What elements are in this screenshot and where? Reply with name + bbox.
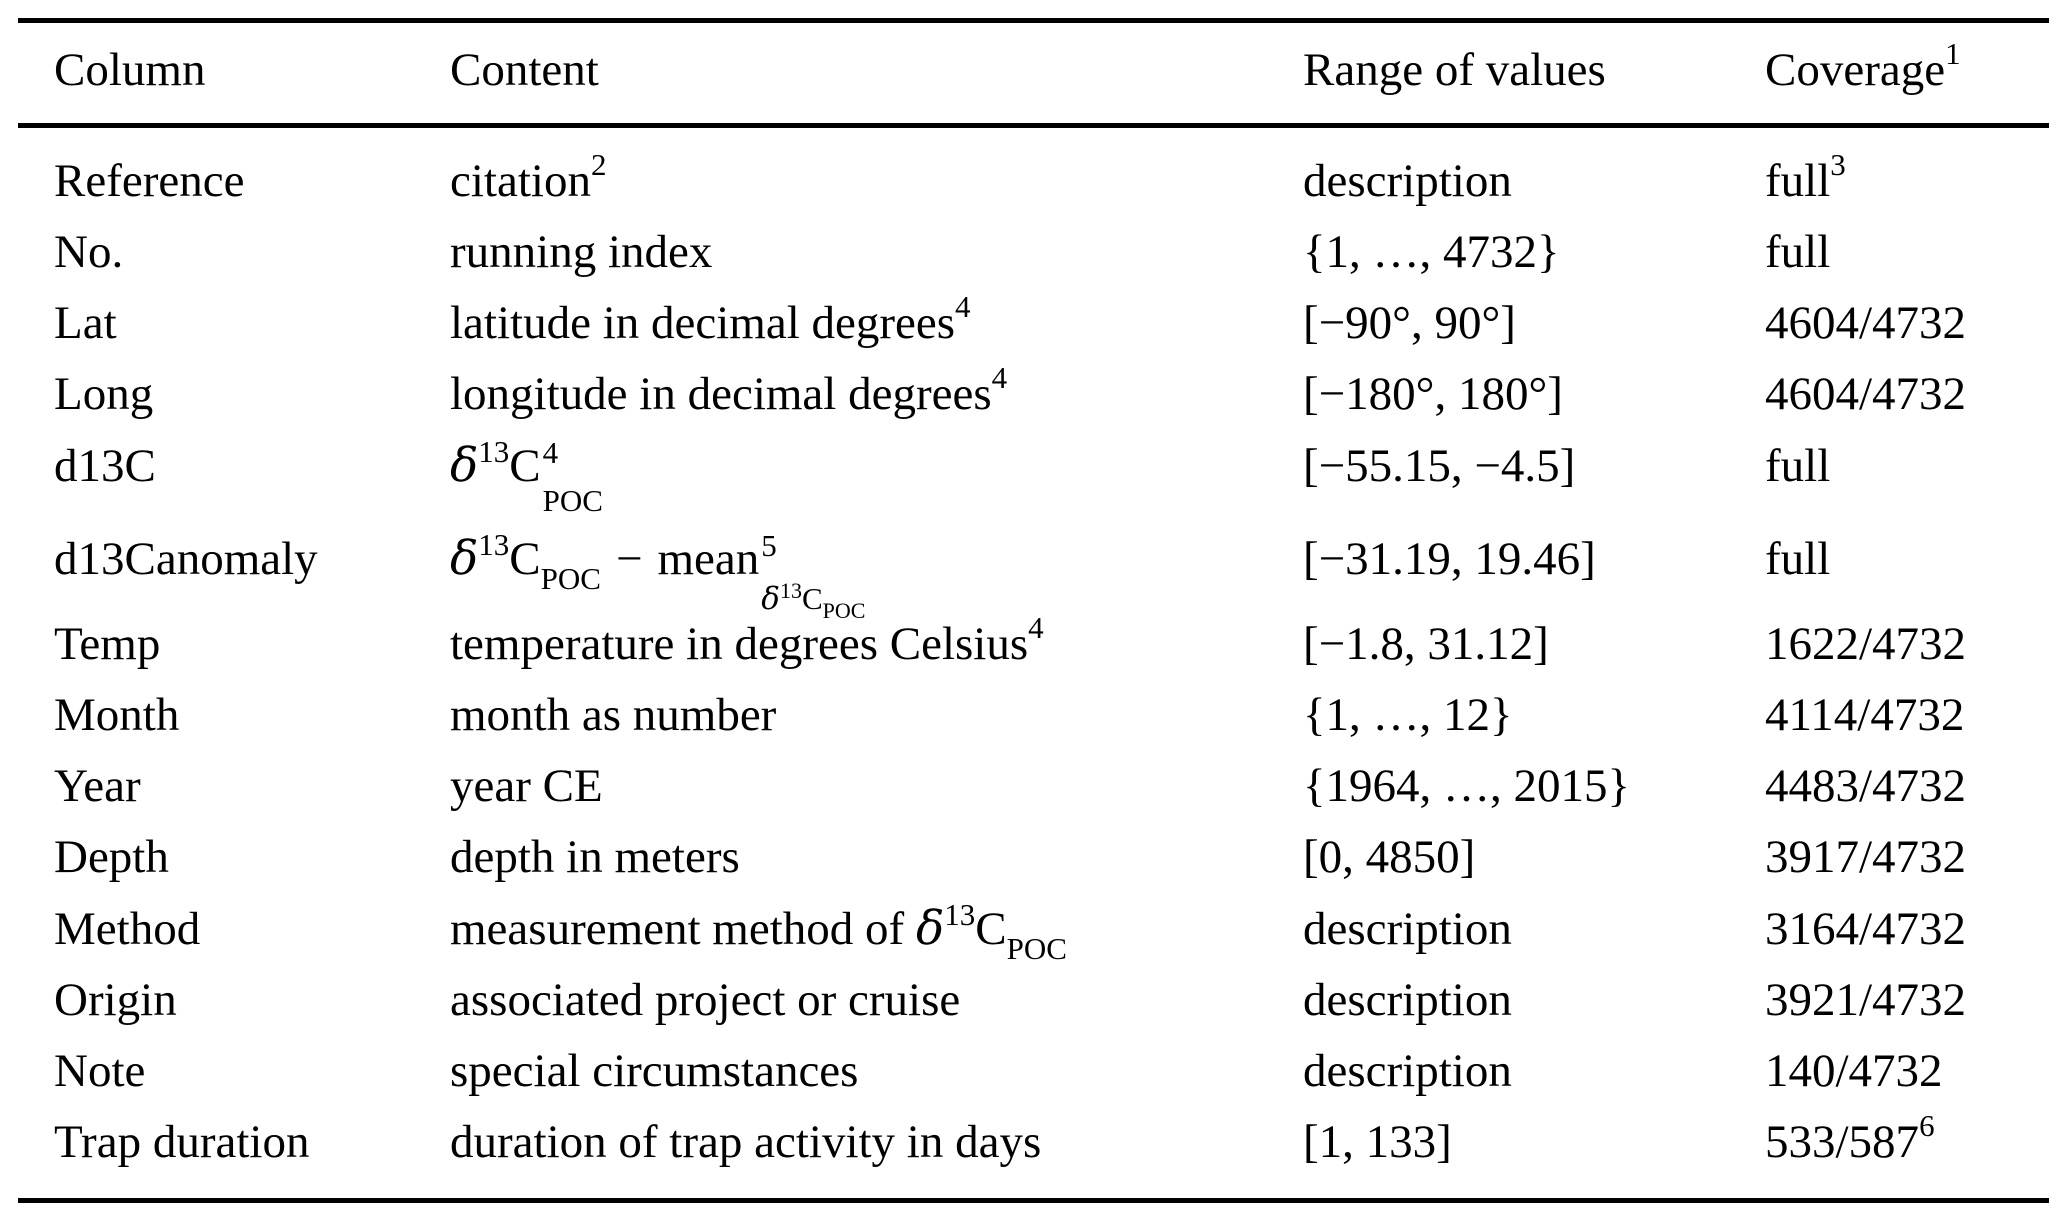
- cell-coverage: 4604/4732: [1765, 368, 1967, 420]
- cell-coverage: full3: [1765, 147, 1846, 207]
- table-row: Origin associated project or cruise desc…: [18, 977, 2049, 1024]
- cell-coverage: 3164/4732: [1765, 903, 1967, 955]
- mean-subscript-formula: δ13CPOC: [761, 578, 866, 623]
- cell-range: [−1.8, 31.12]: [1303, 618, 1549, 670]
- cell-content: depth in meters: [450, 831, 740, 883]
- cell-coverage: 533/5876: [1765, 1108, 1935, 1168]
- cell-content: temperature in degrees Celsius4: [450, 610, 1044, 670]
- footnote-marker: 5: [761, 528, 777, 563]
- table-row: Depth depth in meters [0, 4850] 3917/473…: [18, 834, 2049, 881]
- table-top-rule: [18, 18, 2049, 23]
- delta-symbol: δ: [450, 531, 479, 586]
- cell-coverage: full: [1765, 440, 1831, 492]
- table-row: Temp temperature in degrees Celsius4 [−1…: [18, 610, 2049, 670]
- formula-d13c-anomaly: δ13CPOC − mean 5 δ13CPOC: [450, 527, 866, 623]
- minus-operator: −: [615, 533, 643, 585]
- footnote-marker: 2: [590, 147, 607, 182]
- cell-content: latitude in decimal degrees4: [450, 289, 971, 349]
- delta-symbol: δ: [450, 438, 479, 493]
- cell-content: citation2: [450, 147, 607, 207]
- footnote-marker: 1: [1945, 36, 1961, 71]
- cell-column: Depth: [54, 831, 169, 883]
- cell-column: No.: [54, 226, 124, 278]
- table-header-rule: [18, 123, 2049, 128]
- cell-range: {1, …, 4732}: [1303, 226, 1560, 278]
- footnote-marker: 3: [1830, 147, 1846, 182]
- delta-symbol: δ: [915, 901, 945, 956]
- column-header-range: Range of values: [1303, 44, 1606, 96]
- cell-column: Origin: [54, 974, 177, 1026]
- cell-range: [1, 133]: [1303, 1116, 1452, 1168]
- cell-coverage: 3917/4732: [1765, 831, 1967, 883]
- formula-d13c-poc: δ13C 4 POC: [450, 434, 603, 518]
- cell-column: Temp: [54, 618, 161, 670]
- cell-range: description: [1303, 903, 1512, 955]
- cell-column: d13Canomaly: [54, 533, 318, 585]
- header-row: Column Content Range of values Coverage1: [18, 38, 2049, 96]
- cell-coverage: 1622/4732: [1765, 618, 1967, 670]
- cell-content: month as number: [450, 689, 777, 741]
- cell-coverage: 4604/4732: [1765, 297, 1967, 349]
- cell-content: δ13CPOC − mean 5 δ13CPOC: [450, 527, 1303, 623]
- table-row: No. running index {1, …, 4732} full: [18, 229, 2049, 276]
- cell-range: [−31.19, 19.46]: [1303, 533, 1596, 585]
- cell-range: description: [1303, 155, 1512, 207]
- table-row: Reference citation2 description full3: [18, 147, 2049, 207]
- cell-content: measurement method of δ13CPOC: [450, 897, 1067, 966]
- cell-content: running index: [450, 226, 713, 278]
- formula-d13c-poc-inline: δ13CPOC: [915, 897, 1067, 966]
- table-row: d13Canomaly δ13CPOC − mean 5 δ13CPOC [−31.19…: [18, 527, 2049, 623]
- cell-column: Note: [54, 1045, 146, 1097]
- cell-range: [−90°, 90°]: [1303, 297, 1516, 349]
- cell-coverage: 3921/4732: [1765, 974, 1967, 1026]
- cell-column: Lat: [54, 297, 117, 349]
- table-row: Long longitude in decimal degrees4 [−180…: [18, 360, 2049, 420]
- cell-content: year CE: [450, 760, 603, 812]
- cell-coverage: 4483/4732: [1765, 760, 1967, 812]
- footnote-marker: 4: [955, 289, 971, 324]
- cell-column: Year: [54, 760, 141, 812]
- table-row: Method measurement method of δ13CPOC des…: [18, 897, 2049, 966]
- cell-content: special circumstances: [450, 1045, 859, 1097]
- cell-coverage: 140/4732: [1765, 1045, 1943, 1097]
- table-row: Month month as number {1, …, 12} 4114/47…: [18, 692, 2049, 739]
- cell-column: Long: [54, 368, 154, 420]
- footnote-marker: 4: [991, 360, 1008, 395]
- cell-range: [−55.15, −4.5]: [1303, 440, 1576, 492]
- column-header-column: Column: [54, 44, 206, 96]
- cell-range: {1964, …, 2015}: [1303, 760, 1631, 812]
- cell-range: description: [1303, 1045, 1512, 1097]
- table-row: Trap duration duration of trap activity …: [18, 1108, 2049, 1168]
- cell-range: {1, …, 12}: [1303, 689, 1513, 741]
- table-row: Note special circumstances description 1…: [18, 1048, 2049, 1095]
- coverage-header-label: Coverage: [1765, 44, 1946, 96]
- cell-column: Reference: [54, 155, 245, 207]
- cell-range: [0, 4850]: [1303, 831, 1476, 883]
- table-row: Lat latitude in decimal degrees4 [−90°, …: [18, 289, 2049, 349]
- table-bottom-rule: [18, 1198, 2049, 1203]
- cell-range: description: [1303, 974, 1512, 1026]
- cell-coverage: full: [1765, 533, 1831, 585]
- cell-coverage: full: [1765, 226, 1831, 278]
- cell-column: Trap duration: [54, 1116, 310, 1168]
- cell-content: associated project or cruise: [450, 974, 961, 1026]
- cell-content: duration of trap activity in days: [450, 1116, 1042, 1168]
- cell-coverage: 4114/4732: [1765, 689, 1965, 741]
- footnote-marker: 4: [542, 435, 559, 470]
- cell-column: d13C: [54, 440, 156, 492]
- column-header-coverage: Coverage1: [1765, 38, 2049, 96]
- cell-range: [−180°, 180°]: [1303, 368, 1563, 420]
- data-table: Column Content Range of values Coverage1…: [18, 18, 2049, 1203]
- cell-column: Month: [54, 689, 180, 741]
- column-header-content: Content: [450, 44, 599, 96]
- table-row: Year year CE {1964, …, 2015} 4483/4732: [18, 763, 2049, 810]
- table-row: d13C δ13C 4 POC [−55.15, −4.5] full: [18, 434, 2049, 518]
- cell-content: longitude in decimal degrees4: [450, 360, 1008, 420]
- cell-content: δ13C 4 POC: [450, 434, 1303, 518]
- footnote-marker: 4: [1028, 610, 1044, 645]
- cell-column: Method: [54, 903, 201, 955]
- footnote-marker: 6: [1919, 1108, 1935, 1143]
- delta-symbol: δ: [761, 581, 780, 617]
